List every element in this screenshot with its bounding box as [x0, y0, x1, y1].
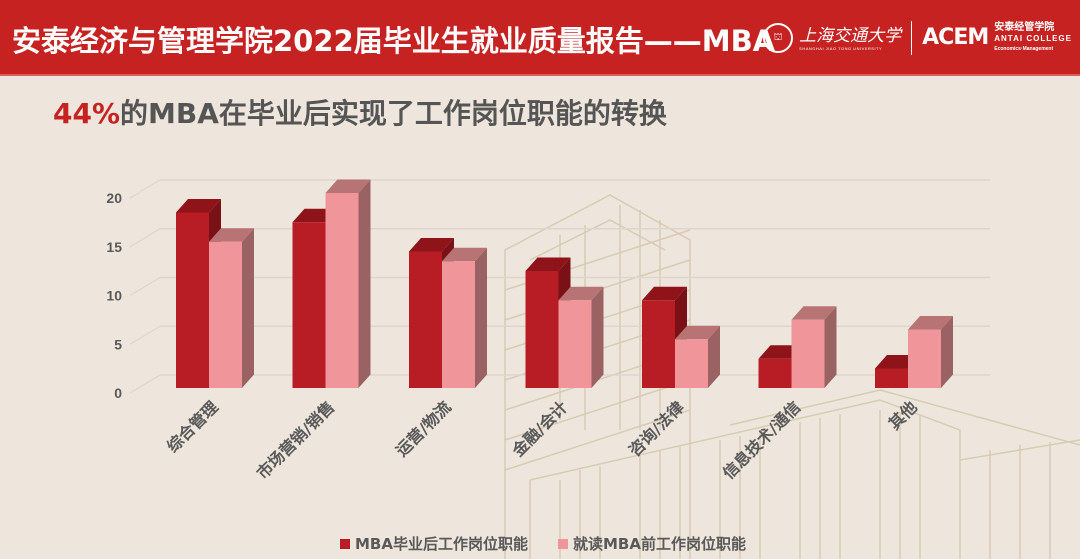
- legend-label-after: MBA毕业后工作岗位职能: [355, 535, 528, 553]
- y-axis-ticks: 0 5 10 15 20: [106, 190, 122, 401]
- bar-1-1: [325, 179, 371, 388]
- chart-bars: [176, 179, 953, 388]
- x-axis-label: 信息技术/通信: [719, 397, 804, 482]
- bar-0-1: [209, 228, 254, 388]
- report-title: 安泰经济与管理学院2022届毕业生就业质量报告——MBA: [12, 24, 776, 58]
- header-bar: 安泰经济与管理学院2022届毕业生就业质量报告——MBA ⛫ 上海交通大学 SH…: [0, 0, 1080, 76]
- logos: ⛫ 上海交通大学 SHANGHAI JIAO TONG UNIVERSITY A…: [763, 14, 1072, 62]
- acem-name-cn: 安泰经管学院: [994, 21, 1055, 33]
- svg-text:20: 20: [106, 190, 122, 206]
- sjtu-name-en: SHANGHAI JIAO TONG UNIVERSITY: [799, 45, 883, 51]
- x-axis-label: 其他: [885, 397, 921, 433]
- bar-5-1: [791, 306, 837, 388]
- sjtu-name-cn: 上海交通大学: [799, 25, 902, 46]
- sjtu-seal-icon: ⛫: [763, 23, 794, 53]
- legend-swatch-after: [340, 538, 350, 549]
- acem-logo-icon: ACEM: [922, 25, 989, 50]
- svg-text:15: 15: [106, 239, 122, 255]
- acem-name-en: ANTAI COLLEGE: [994, 33, 1072, 43]
- bar-3-1: [558, 286, 604, 388]
- bar-6-1: [908, 316, 953, 388]
- x-axis-label: 运营/物流: [392, 397, 455, 460]
- acem-name-sub: Economics·Management: [994, 45, 1054, 52]
- bar-4-1: [675, 325, 720, 388]
- svg-text:5: 5: [114, 336, 122, 352]
- legend-item-before: 就读MBA前工作岗位职能: [557, 533, 746, 554]
- legend-item-after: MBA毕业后工作岗位职能: [340, 533, 528, 554]
- slide-subtitle: 44%的MBA在毕业后实现了工作岗位职能的转换: [53, 92, 667, 132]
- logo-divider: [911, 21, 913, 55]
- x-axis-label: 市场营销/销售: [253, 397, 338, 482]
- chart-legend: MBA毕业后工作岗位职能 就读MBA前工作岗位职能: [340, 533, 776, 554]
- bar-2-1: [442, 247, 487, 388]
- legend-swatch-before: [557, 538, 568, 549]
- x-axis-labels: 综合管理 市场营销/销售 运营/物流 金融/会计 咨询/法律 信息技术/通信 其他: [163, 397, 921, 482]
- x-axis-label: 综合管理: [163, 397, 222, 456]
- svg-text:0: 0: [114, 385, 122, 401]
- subtitle-text: 的MBA在毕业后实现了工作岗位职能的转换: [120, 97, 667, 130]
- svg-text:10: 10: [106, 288, 122, 304]
- acem-logo: 安泰经管学院 ANTAI COLLEGE Economics·Managemen…: [994, 22, 1072, 55]
- highlight-percentage: 44%: [53, 97, 121, 130]
- sjtu-logo: 上海交通大学 SHANGHAI JIAO TONG UNIVERSITY: [799, 26, 901, 51]
- legend-label-before: 就读MBA前工作岗位职能: [572, 535, 746, 553]
